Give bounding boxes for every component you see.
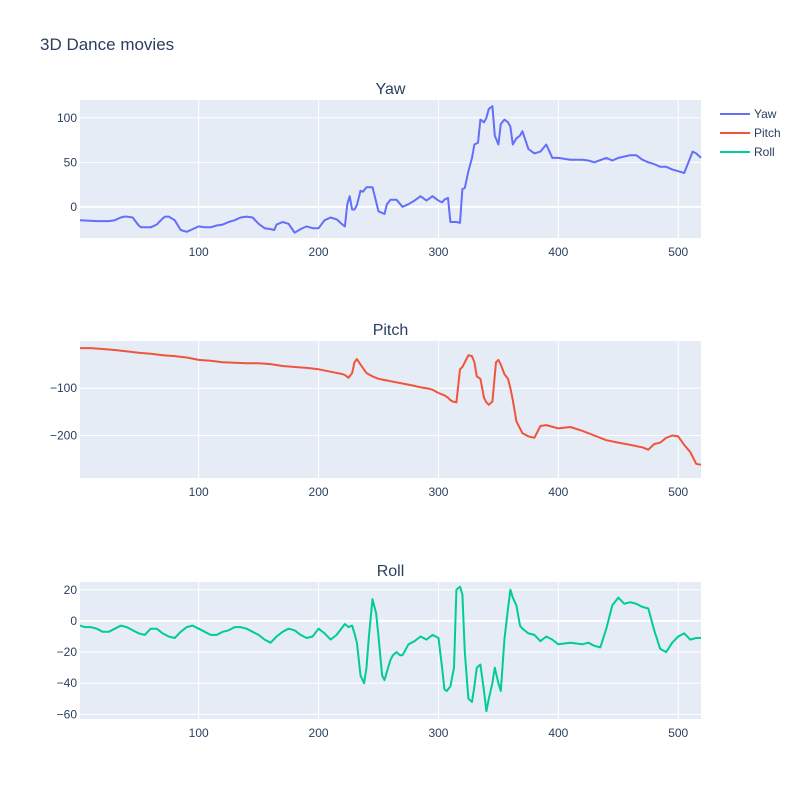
- yaw-xtick-200: 200: [309, 245, 329, 259]
- pitch-xtick-100: 100: [189, 485, 209, 499]
- roll-xtick-500: 500: [668, 726, 688, 740]
- legend[interactable]: Yaw Pitch Roll: [720, 107, 781, 159]
- legend-item-roll[interactable]: Roll: [720, 145, 775, 159]
- roll-xtick-100: 100: [189, 726, 209, 740]
- roll-series-line[interactable]: [79, 585, 701, 713]
- yaw-subplot: 100 200 300 400 500 0 50 100 Yaw: [57, 81, 702, 259]
- roll-ytick-1: 0: [70, 614, 77, 628]
- roll-xtick-200: 200: [309, 726, 329, 740]
- pitch-xtick-300: 300: [428, 485, 448, 499]
- pitch-series-line[interactable]: [80, 347, 702, 466]
- roll-xtick-400: 400: [548, 726, 568, 740]
- roll-ytick-2: −20: [57, 645, 78, 659]
- roll-plot-area: [80, 582, 701, 719]
- legend-label-yaw: Yaw: [754, 107, 777, 121]
- roll-ytick-3: −40: [57, 676, 78, 690]
- pitch-xtick-200: 200: [309, 485, 329, 499]
- pitch-ytick-0: −100: [50, 381, 77, 395]
- pitch-plot-area: [80, 341, 701, 478]
- pitch-xtick-400: 400: [548, 485, 568, 499]
- yaw-ytick-2: 100: [57, 111, 77, 125]
- legend-label-roll: Roll: [754, 145, 775, 159]
- yaw-series-line[interactable]: [79, 105, 702, 234]
- pitch-subplot-title: Pitch: [373, 322, 409, 339]
- yaw-subplot-title: Yaw: [376, 81, 406, 98]
- yaw-ytick-0: 0: [70, 200, 77, 214]
- yaw-xtick-400: 400: [548, 245, 568, 259]
- yaw-xtick-100: 100: [189, 245, 209, 259]
- pitch-ytick-1: −200: [50, 428, 77, 442]
- legend-item-pitch[interactable]: Pitch: [720, 126, 781, 140]
- roll-xtick-300: 300: [428, 726, 448, 740]
- pitch-xtick-500: 500: [668, 485, 688, 499]
- pitch-subplot: 100 200 300 400 500 −100 −200 Pitch: [50, 322, 702, 499]
- yaw-plot-area: [80, 100, 701, 238]
- roll-subplot-title: Roll: [377, 563, 405, 580]
- legend-label-pitch: Pitch: [754, 126, 781, 140]
- roll-ytick-0: 20: [64, 583, 78, 597]
- yaw-xtick-300: 300: [428, 245, 448, 259]
- legend-item-yaw[interactable]: Yaw: [720, 107, 777, 121]
- yaw-ytick-1: 50: [64, 155, 78, 169]
- chart-title: 3D Dance movies: [40, 35, 174, 54]
- yaw-xtick-500: 500: [668, 245, 688, 259]
- roll-ytick-4: −60: [57, 707, 78, 721]
